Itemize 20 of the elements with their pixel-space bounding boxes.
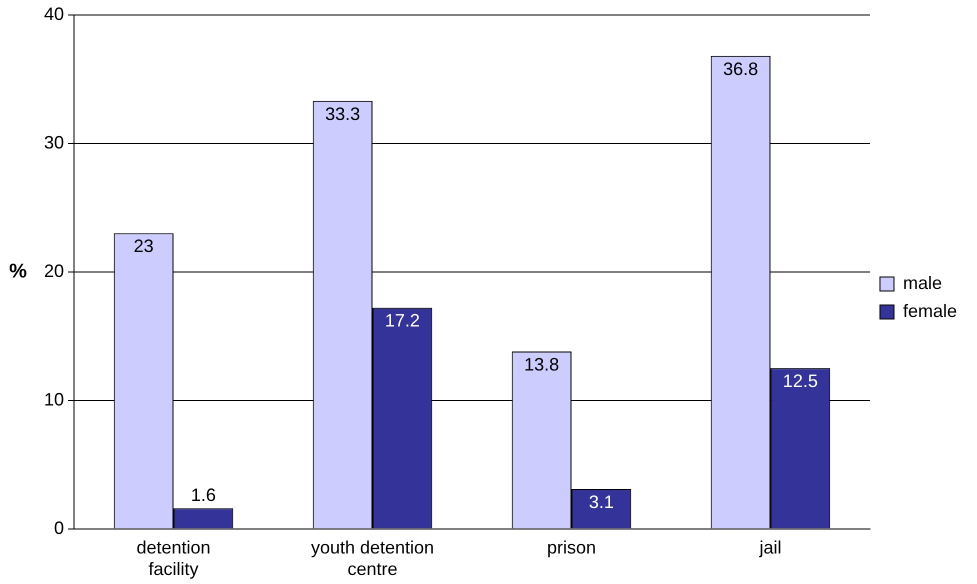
y-tick-label: 30 [44, 132, 64, 152]
data-label: 36.8 [723, 58, 758, 79]
y-tick-label: 40 [44, 4, 64, 24]
data-label: 17.2 [384, 310, 420, 331]
data-label: 3.1 [588, 492, 614, 512]
data-label: 13.8 [524, 354, 560, 374]
x-tick-label: youth detention centre [310, 538, 434, 580]
y-tick-label: 20 [44, 260, 64, 281]
x-tick-label: jail [758, 538, 782, 558]
y-axis-title: % [9, 260, 28, 282]
y-tick-label: 0 [54, 518, 64, 538]
y-tick-label: 10 [44, 389, 64, 410]
legend-label: male [902, 272, 942, 293]
legend-label: female [902, 300, 958, 321]
x-tick-label: prison [546, 538, 596, 558]
data-label: 12.5 [782, 371, 818, 392]
data-label: 23 [134, 236, 154, 256]
data-label: 1.6 [190, 485, 216, 506]
x-tick-label: detention facility [136, 538, 211, 580]
data-label: 33.3 [325, 104, 360, 124]
